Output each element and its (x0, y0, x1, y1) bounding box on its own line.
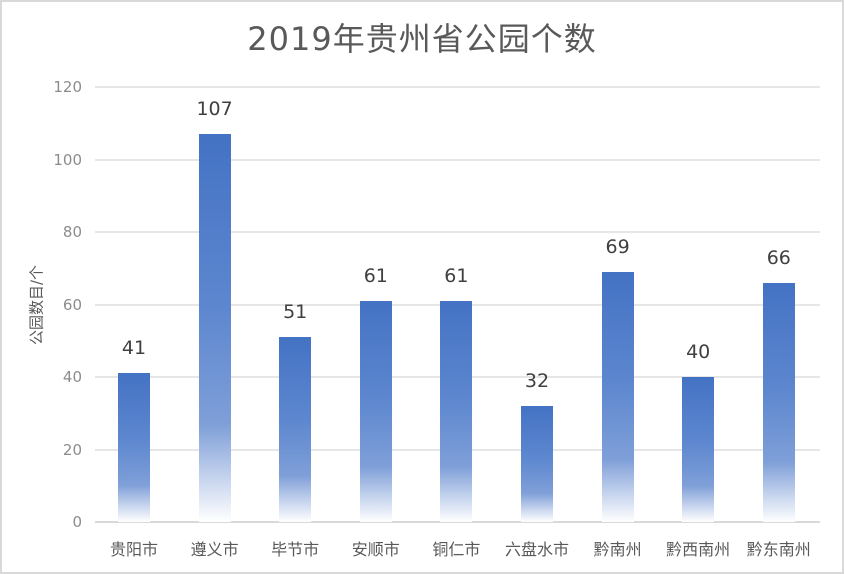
data-label: 69 (605, 235, 630, 258)
x-tick-label: 毕节市 (271, 540, 320, 559)
data-label: 40 (686, 341, 711, 363)
data-label: 107 (196, 98, 233, 121)
y-tick-label: 80 (62, 223, 82, 241)
data-label: 32 (524, 370, 550, 392)
y-tick-label: 0 (72, 513, 82, 531)
bar (762, 282, 795, 522)
x-tick-label: 贵阳市 (109, 540, 158, 559)
bar (359, 300, 392, 522)
y-tick-label: 100 (53, 150, 82, 169)
data-label: 66 (766, 246, 791, 269)
y-tick-label: 20 (62, 440, 82, 459)
data-label: 51 (283, 301, 308, 324)
y-tick-label: 40 (62, 368, 82, 386)
data-label: 61 (444, 264, 469, 287)
bar (521, 406, 553, 522)
bar (440, 300, 473, 522)
bar (198, 134, 231, 522)
x-tick-label: 铜仁市 (432, 540, 481, 559)
y-tick-label: 120 (53, 78, 82, 96)
bar (279, 337, 312, 522)
bar (601, 271, 634, 522)
y-tick-label: 60 (62, 295, 82, 314)
gridline (95, 521, 820, 523)
data-label: 41 (121, 337, 147, 360)
bar (118, 373, 150, 522)
gridline (95, 158, 820, 161)
x-tick-label: 黔西南州 (666, 540, 731, 559)
x-tick-label: 黔南州 (593, 540, 642, 559)
gridline (95, 86, 820, 88)
x-tick-label: 安顺市 (351, 540, 400, 559)
x-tick-label: 六盘水市 (504, 540, 569, 559)
x-tick-label: 黔东南州 (746, 540, 811, 559)
bar (682, 377, 715, 522)
x-tick-label: 遵义市 (190, 540, 239, 559)
chart-title: 2019年贵州省公园个数 (247, 20, 597, 58)
gridline (95, 231, 820, 233)
data-label: 61 (363, 264, 388, 287)
